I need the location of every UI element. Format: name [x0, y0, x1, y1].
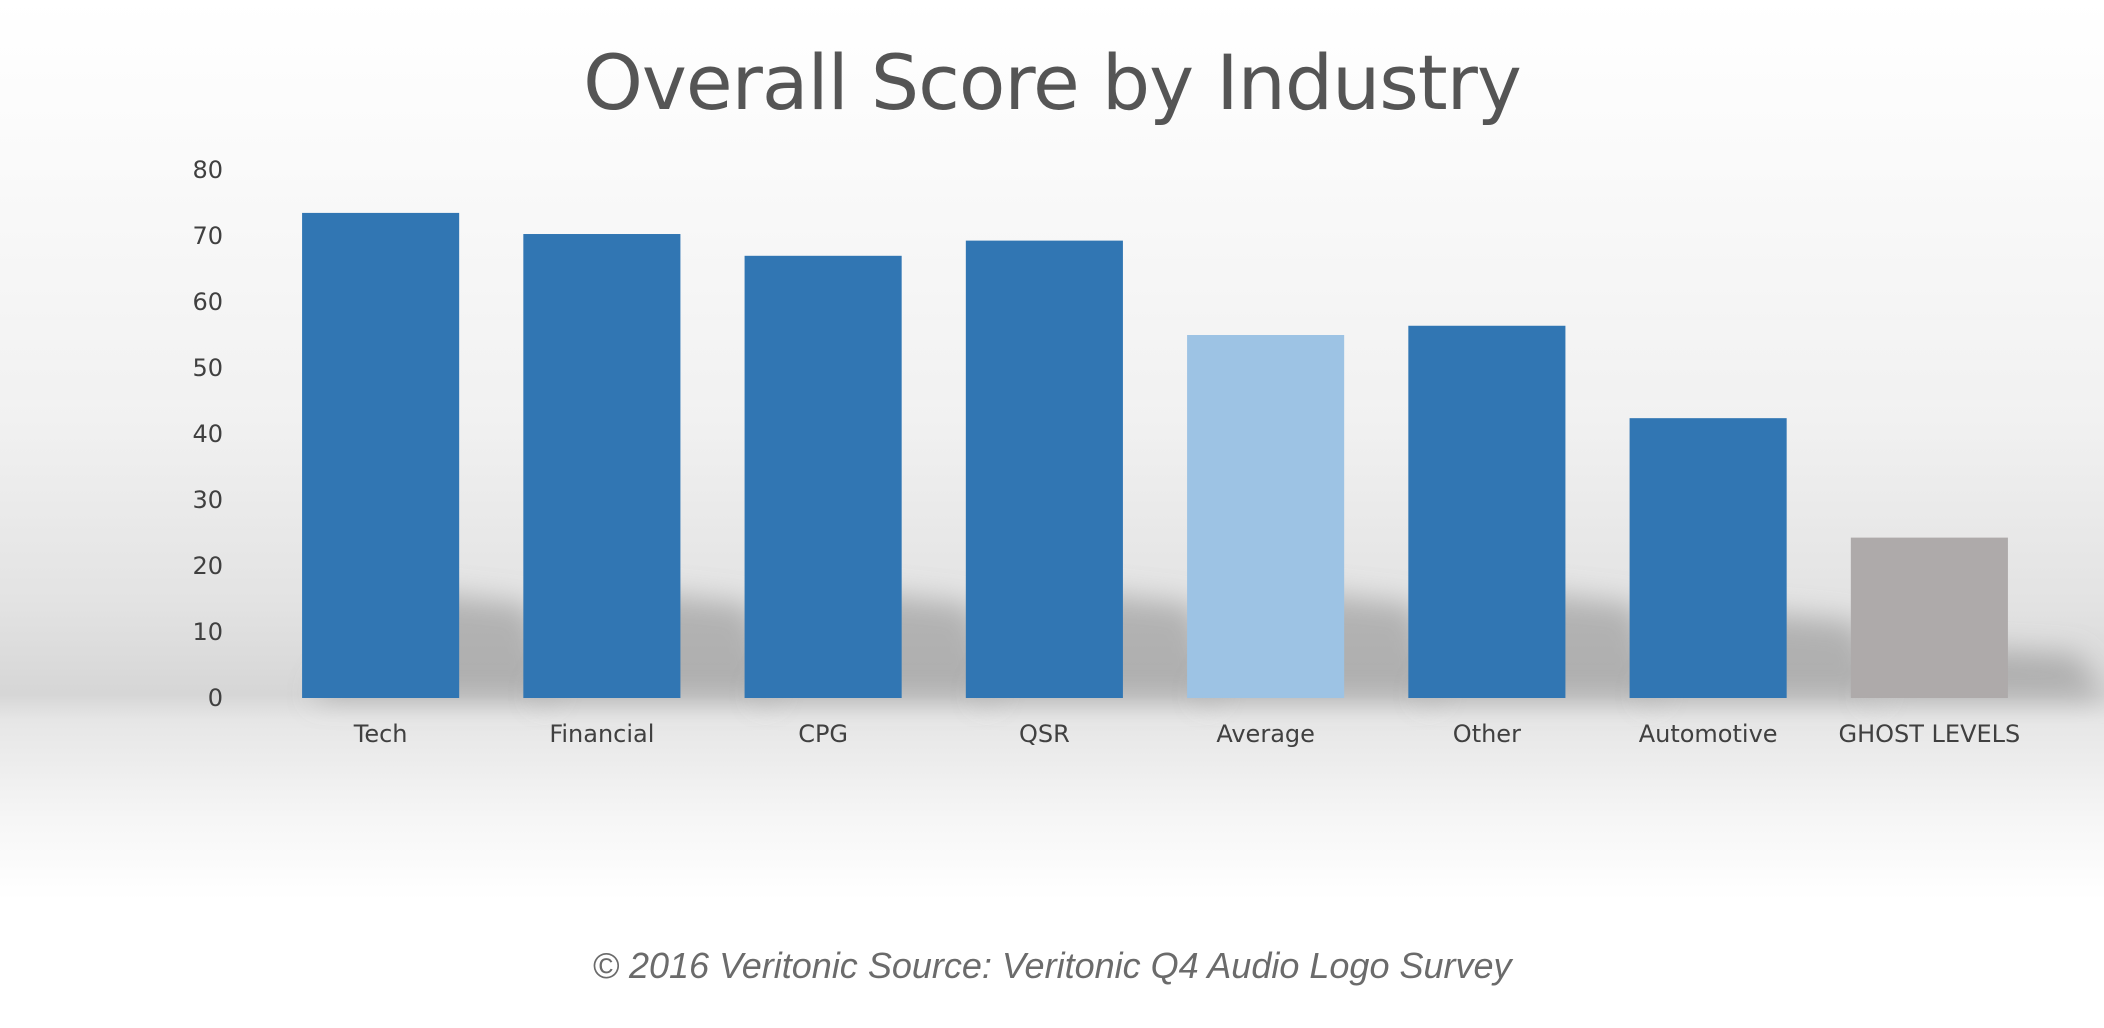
bar-cpg [744, 255, 902, 699]
bar-automotive [1629, 418, 1787, 698]
y-tick-label-80: 80 [192, 156, 223, 184]
bar-average [1187, 335, 1345, 698]
x-tick-label-tech: Tech [353, 720, 408, 748]
bar-tech [302, 212, 460, 698]
x-tick-label-automotive: Automotive [1639, 720, 1778, 748]
y-tick-label-70: 70 [192, 222, 223, 250]
x-tick-label-qsr: QSR [1019, 720, 1070, 748]
y-tick-label-50: 50 [192, 354, 223, 382]
chart-title: Overall Score by Industry [583, 38, 1522, 127]
footer-source: © 2016 Veritonic Source: Veritonic Q4 Au… [592, 945, 1512, 986]
y-tick-label-20: 20 [192, 552, 223, 580]
y-tick-label-10: 10 [192, 618, 223, 646]
bar-other [1408, 325, 1566, 698]
y-tick-label-30: 30 [192, 486, 223, 514]
y-tick-label-40: 40 [192, 420, 223, 448]
x-tick-label-ghost-levels: GHOST LEVELS [1838, 720, 2020, 748]
bar-financial [523, 234, 681, 698]
bar-ghost-levels [1850, 537, 2008, 698]
x-tick-label-average: Average [1216, 720, 1315, 748]
x-tick-label-other: Other [1453, 720, 1521, 748]
bar-qsr [965, 240, 1123, 698]
y-tick-label-0: 0 [208, 684, 223, 712]
x-tick-label-financial: Financial [549, 720, 654, 748]
x-tick-label-cpg: CPG [798, 720, 848, 748]
bars [302, 212, 2008, 699]
y-axis: 0 10 20 30 40 50 60 70 80 [192, 156, 223, 712]
y-tick-label-60: 60 [192, 288, 223, 316]
x-axis: Tech Financial CPG QSR Average Other Automotiv… [353, 720, 2021, 748]
